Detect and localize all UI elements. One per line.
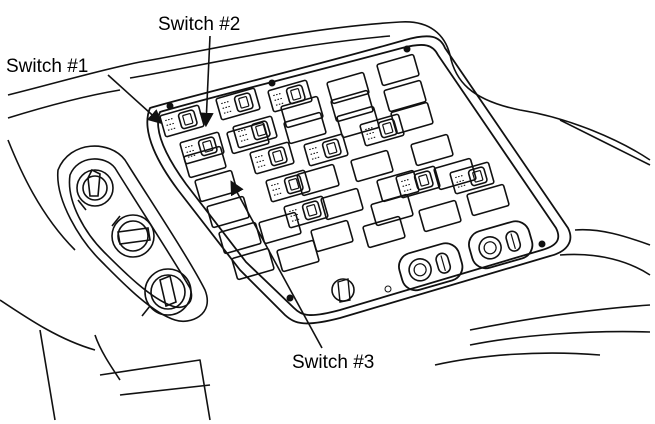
- blank-switch: [218, 221, 262, 255]
- blank-switch: [296, 163, 340, 197]
- switch3-leader: [230, 180, 323, 349]
- rotary-knob-middle[interactable]: [111, 214, 155, 258]
- rocker-switch[interactable]: [449, 161, 495, 195]
- blank-switch: [410, 133, 454, 167]
- rocker-switch[interactable]: [249, 141, 295, 175]
- panel-screws: [166, 45, 546, 302]
- control-module-left[interactable]: [396, 240, 466, 294]
- key-switch[interactable]: [331, 278, 355, 303]
- rocker-switch[interactable]: [303, 133, 349, 167]
- blank-switch: [283, 111, 327, 145]
- rocker-switch-2[interactable]: [215, 87, 261, 121]
- switch2-callout: Switch #2: [158, 14, 240, 35]
- rocker-switch[interactable]: [265, 169, 311, 203]
- rotary-knob-bottom[interactable]: [141, 268, 192, 317]
- switch2-leader: [199, 35, 214, 128]
- blank-switch: [362, 215, 406, 249]
- blank-switch: [206, 195, 250, 229]
- blank-switch: [350, 149, 394, 183]
- dashboard-housing: [0, 21, 651, 421]
- blank-switch: [370, 193, 414, 227]
- blank-switch: [276, 239, 320, 273]
- rocker-switch[interactable]: [359, 113, 405, 147]
- rocker-switch[interactable]: [267, 79, 313, 113]
- blank-switch: [336, 105, 380, 139]
- blank-switch: [258, 211, 302, 245]
- blank-switch: [183, 145, 227, 179]
- switch-grid: [159, 53, 536, 303]
- switch-panel: [146, 35, 572, 325]
- blank-switch: [466, 183, 510, 217]
- blank-switch: [326, 71, 370, 105]
- blank-switch: [376, 53, 420, 87]
- blank-switch: [418, 199, 462, 233]
- rocker-switch[interactable]: [179, 131, 225, 165]
- blank-switch: [231, 247, 275, 281]
- blank-switch: [383, 79, 427, 113]
- rocker-switch[interactable]: [395, 165, 441, 199]
- control-module-right[interactable]: [466, 218, 536, 272]
- blank-switch: [310, 219, 354, 253]
- blank-switch: [330, 89, 374, 123]
- rocker-switch[interactable]: [232, 115, 278, 149]
- blank-switch: [320, 187, 364, 221]
- rocker-switch[interactable]: [283, 195, 329, 229]
- switch1-callout: Switch #1: [6, 56, 88, 77]
- blank-switch: [226, 121, 270, 155]
- rotary-knob-top[interactable]: [76, 168, 114, 211]
- callout-arrows: [107, 35, 323, 349]
- blank-switch: [390, 101, 434, 135]
- switch1-leader: [107, 74, 163, 125]
- switch3-callout: Switch #3: [292, 352, 374, 373]
